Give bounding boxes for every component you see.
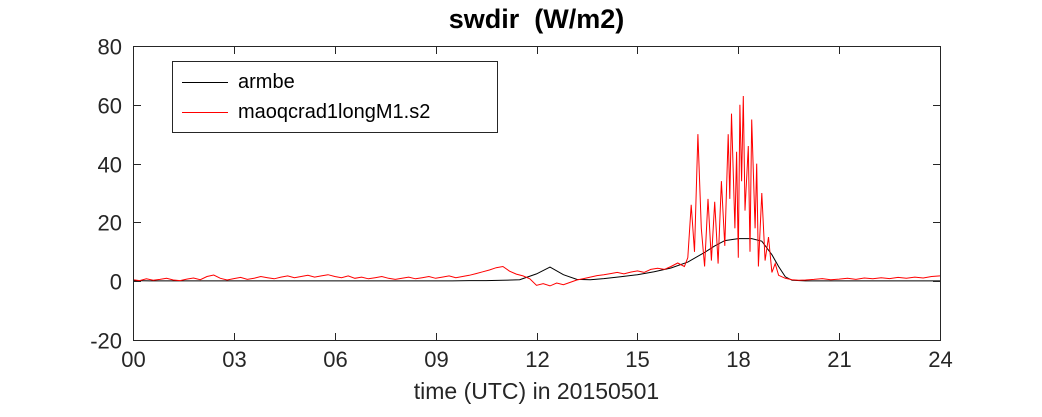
y-tick-label: 80 (98, 35, 122, 60)
x-tick-label: 15 (625, 347, 649, 372)
x-axis-label: time (UTC) in 20150501 (413, 378, 660, 404)
x-tick-label: 12 (525, 347, 549, 372)
y-tick-label: 20 (98, 211, 122, 236)
series-line (132, 238, 940, 282)
x-tick-label: 06 (323, 347, 347, 372)
legend-item-armbe: armbe (173, 67, 497, 97)
chart-title: swdir (W/m2) (448, 4, 625, 34)
x-tick-label: 24 (928, 347, 952, 372)
y-tick-label: 60 (98, 94, 122, 119)
y-tick-label: -20 (90, 329, 122, 354)
legend-label-armbe: armbe (238, 71, 295, 93)
legend-item-maoqcrad: maoqcrad1longM1.s2 (173, 97, 497, 127)
axes-box (133, 46, 941, 341)
x-tick-label: 21 (827, 347, 851, 372)
legend: armbe maoqcrad1longM1.s2 (172, 61, 498, 133)
y-tick-label: 0 (110, 270, 122, 295)
x-tick-label: 03 (222, 347, 246, 372)
x-tick-label: 18 (726, 347, 750, 372)
y-tick-label: 40 (98, 153, 122, 178)
legend-label-maoqcrad: maoqcrad1longM1.s2 (238, 101, 431, 123)
x-tick-label: 09 (424, 347, 448, 372)
series-line (132, 95, 941, 287)
x-tick-label: 00 (121, 347, 145, 372)
legend-line-sample-red (182, 111, 228, 113)
legend-line-sample-black (182, 81, 228, 83)
